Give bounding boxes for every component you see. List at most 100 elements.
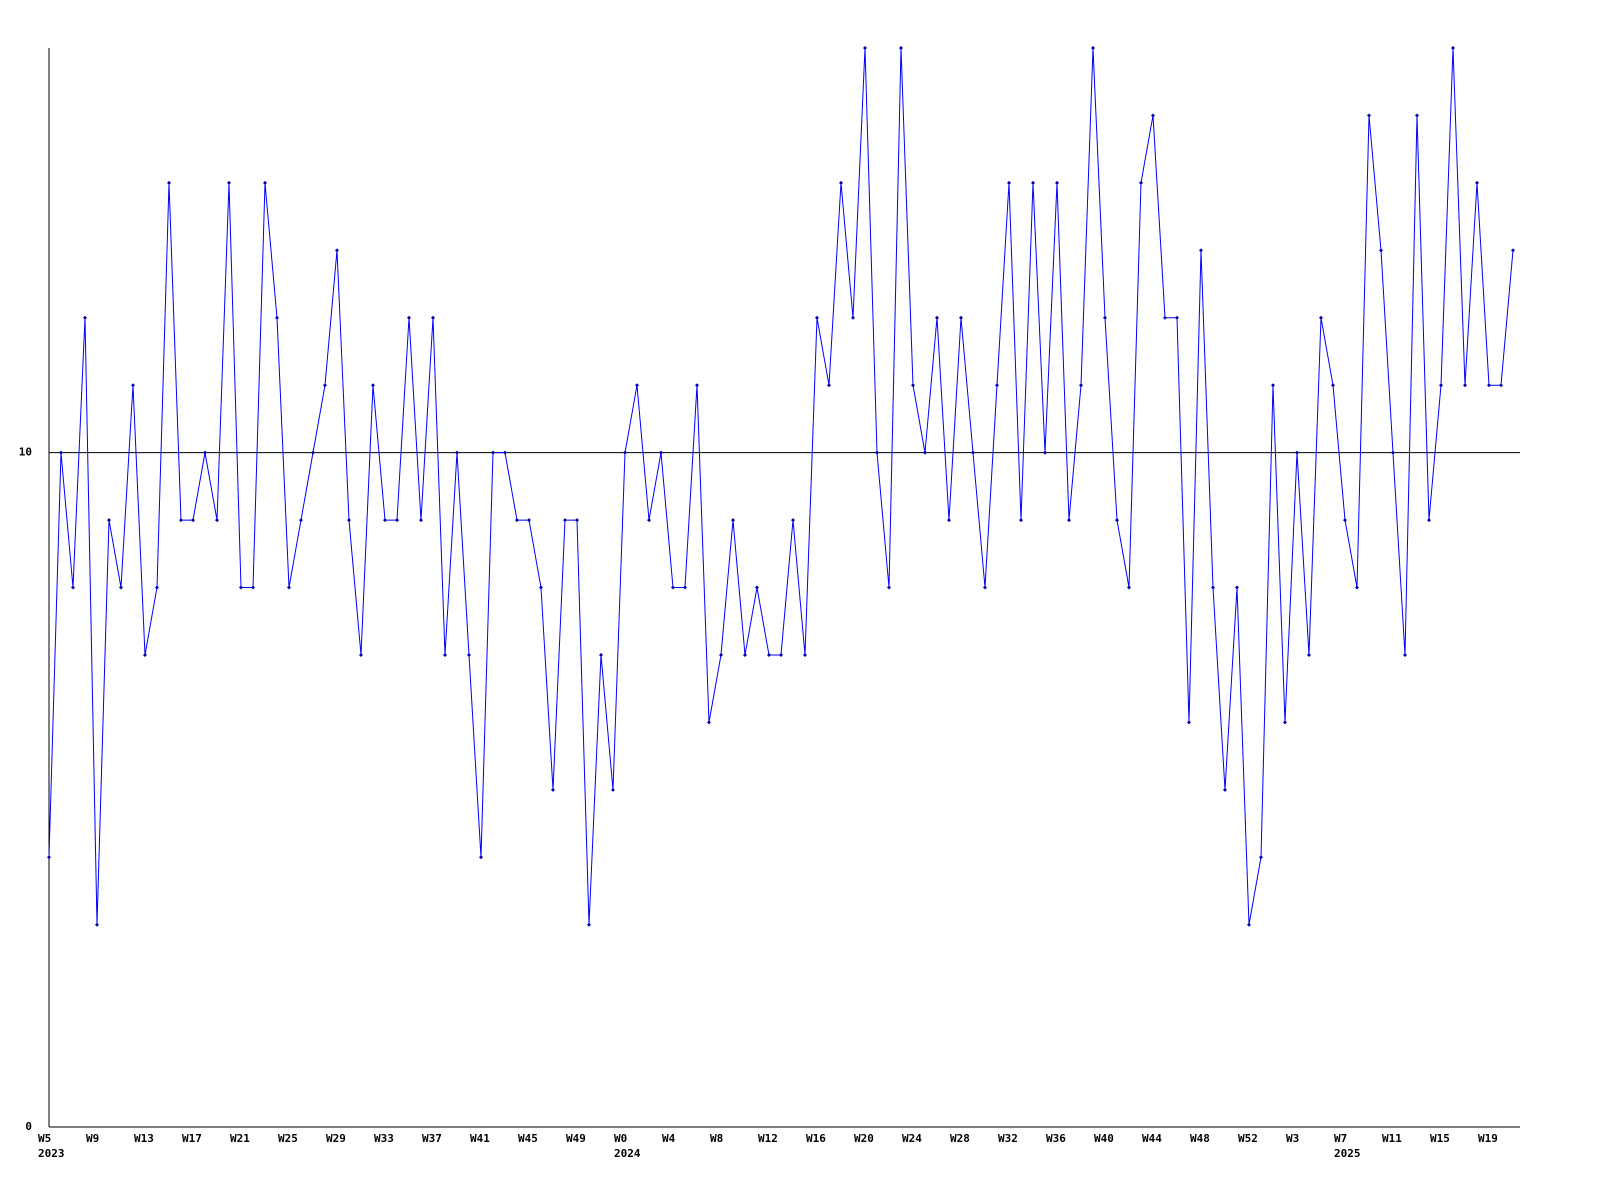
point — [203, 450, 207, 455]
point — [959, 315, 963, 320]
point — [251, 585, 255, 590]
point — [1091, 46, 1095, 50]
point — [1415, 113, 1419, 118]
x-tick-label: W17 — [182, 1132, 202, 1145]
point — [683, 585, 687, 590]
point — [467, 652, 471, 657]
point — [119, 585, 123, 590]
point — [371, 383, 375, 388]
point — [47, 855, 51, 860]
point — [1355, 585, 1359, 590]
x-tick-label: W37 — [422, 1132, 442, 1145]
x-tick-label: W21 — [230, 1132, 250, 1145]
point — [155, 585, 159, 590]
point — [455, 450, 459, 455]
point — [383, 518, 387, 523]
point — [1499, 383, 1503, 388]
point — [1439, 383, 1443, 388]
point — [983, 585, 987, 590]
x-tick-label: W9 — [86, 1132, 99, 1145]
point — [1343, 518, 1347, 523]
x-tick-label: W3 — [1286, 1132, 1299, 1145]
line-series — [48, 47, 1514, 925]
x-tick-label: W40 — [1094, 1132, 1114, 1145]
point — [263, 180, 267, 185]
point — [311, 450, 315, 455]
point — [527, 518, 531, 523]
point — [743, 652, 747, 657]
point — [731, 518, 735, 523]
point — [599, 652, 603, 657]
point — [695, 383, 699, 388]
point — [1055, 180, 1059, 185]
point — [875, 450, 879, 455]
x-tick-label: W20 — [854, 1132, 874, 1145]
point — [935, 315, 939, 320]
point — [623, 450, 627, 455]
x-tick-label: W29 — [326, 1132, 346, 1145]
point — [1487, 383, 1491, 388]
x-tick-label: W15 — [1430, 1132, 1450, 1145]
point — [107, 518, 111, 523]
x-year-label: 2023 — [38, 1147, 65, 1160]
point — [443, 652, 447, 657]
point — [1163, 315, 1167, 320]
point — [1247, 922, 1251, 927]
point — [215, 518, 219, 523]
point — [59, 450, 63, 455]
point — [1391, 450, 1395, 455]
point — [359, 652, 363, 657]
point — [1211, 585, 1215, 590]
point — [503, 450, 507, 455]
x-tick-label: W16 — [806, 1132, 826, 1145]
point — [791, 518, 795, 523]
point — [1127, 585, 1131, 590]
point — [1307, 652, 1311, 657]
x-tick-label: W0 — [614, 1132, 627, 1145]
x-tick-label: W8 — [710, 1132, 723, 1145]
x-tick-label: W32 — [998, 1132, 1018, 1145]
x-tick-label: W7 — [1334, 1132, 1347, 1145]
point — [1475, 180, 1479, 185]
point — [1019, 518, 1023, 523]
point — [755, 585, 759, 590]
point — [1187, 720, 1191, 725]
x-tick-label: W44 — [1142, 1132, 1162, 1145]
point — [191, 518, 195, 523]
point — [1367, 113, 1371, 118]
point — [887, 585, 891, 590]
point — [815, 315, 819, 320]
point — [611, 787, 615, 792]
x-year-label: 2025 — [1334, 1147, 1361, 1160]
point — [635, 383, 639, 388]
x-tick-label: W24 — [902, 1132, 922, 1145]
y-tick-label: 10 — [19, 446, 32, 459]
point — [1139, 180, 1143, 185]
point — [1007, 180, 1011, 185]
point — [323, 383, 327, 388]
point — [587, 922, 591, 927]
x-tick-label: W12 — [758, 1132, 778, 1145]
point — [911, 383, 915, 388]
point — [179, 518, 183, 523]
point — [971, 450, 975, 455]
x-tick-label: W52 — [1238, 1132, 1258, 1145]
point — [851, 315, 855, 320]
point — [707, 720, 711, 725]
x-tick-label: W25 — [278, 1132, 298, 1145]
point — [491, 450, 495, 455]
point — [863, 46, 867, 50]
x-tick-label: W28 — [950, 1132, 970, 1145]
point — [563, 518, 567, 523]
x-tick-label: W11 — [1382, 1132, 1402, 1145]
point — [551, 787, 555, 792]
x-tick-label: W41 — [470, 1132, 490, 1145]
point — [1115, 518, 1119, 523]
point — [1379, 248, 1383, 253]
point — [1067, 518, 1071, 523]
point — [419, 518, 423, 523]
point — [827, 383, 831, 388]
y-tick-label: 0 — [25, 1120, 32, 1133]
point — [1103, 315, 1107, 320]
point — [839, 180, 843, 185]
